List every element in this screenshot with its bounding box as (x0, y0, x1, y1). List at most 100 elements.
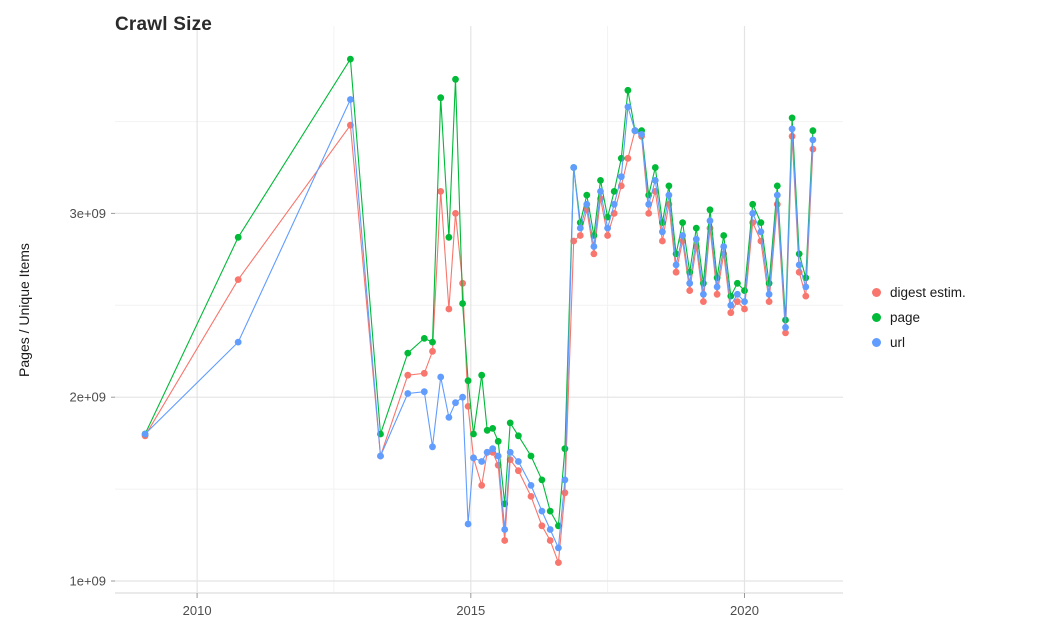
data-point-digest-estim (624, 154, 632, 162)
data-point-url (788, 125, 796, 133)
data-point-page (489, 425, 497, 432)
data-point-url (347, 96, 354, 103)
data-point-digest-estim (501, 537, 509, 544)
data-point-digest-estim (659, 237, 666, 245)
data-point-digest-estim (700, 298, 707, 305)
data-point-page (700, 279, 707, 287)
series-digest-estim-line (144, 123, 814, 563)
data-point-url (597, 188, 604, 195)
y-axis-label: Pages / Unique Items (16, 243, 32, 377)
legend-label-url: url (890, 335, 906, 350)
data-point-url (604, 224, 611, 232)
data-point-url (713, 283, 721, 291)
data-point-digest-estim (590, 250, 598, 258)
data-point-url (459, 393, 466, 401)
data-point-url (638, 131, 645, 138)
legend-label-digest-estim: digest estim. (890, 285, 966, 300)
data-point-url (583, 200, 591, 208)
data-point-page (452, 75, 459, 83)
data-point-url (546, 526, 554, 533)
data-point-digest-estim (561, 489, 569, 497)
data-point-url (692, 235, 700, 243)
data-point-page (809, 127, 817, 135)
data-point-url (686, 279, 694, 287)
data-point-digest-estim (576, 232, 584, 239)
x-tick-label: 2020 (730, 603, 759, 618)
data-point-page (515, 432, 522, 440)
data-point-page (445, 233, 453, 241)
data-point-digest-estim (686, 287, 694, 294)
data-point-url (555, 544, 562, 552)
data-point-page (788, 114, 796, 122)
data-point-digest-estim (420, 369, 428, 377)
series-digest-estim (141, 121, 817, 566)
data-point-page (506, 419, 514, 427)
data-point-url (429, 443, 436, 451)
data-point-page (459, 300, 466, 307)
data-point-page (706, 206, 714, 214)
legend-item-page: page (872, 309, 966, 326)
data-point-page (741, 287, 748, 294)
data-point-page (483, 426, 491, 434)
data-point-url (617, 173, 625, 181)
legend-key-digest-estim-icon (872, 288, 881, 297)
data-point-url (727, 301, 735, 309)
data-point-url (404, 390, 412, 397)
data-point-page (546, 507, 554, 515)
data-point-url (377, 452, 384, 460)
data-point-page (234, 233, 242, 241)
data-point-url (515, 458, 522, 465)
data-point-digest-estim (672, 268, 680, 276)
data-point-page (651, 164, 659, 171)
data-point-url (706, 217, 714, 225)
data-point-digest-estim (429, 347, 436, 355)
y-tick-label: 3e+09 (69, 206, 106, 221)
data-point-page (757, 219, 765, 227)
data-point-digest-estim (555, 559, 562, 566)
x-tick-label: 2015 (456, 603, 485, 618)
data-point-page (692, 224, 700, 232)
data-point-page (429, 338, 436, 346)
data-point-page (720, 232, 728, 239)
data-point-url (494, 452, 502, 460)
legend-item-url: url (872, 334, 966, 351)
data-point-url (538, 507, 546, 515)
data-point-url (470, 454, 477, 462)
data-point-url (527, 482, 535, 489)
data-point-page (478, 371, 486, 379)
data-point-url (795, 261, 803, 269)
data-point-page (773, 182, 781, 190)
data-point-url (483, 448, 491, 456)
data-point-url (757, 228, 765, 236)
data-point-url (561, 476, 569, 484)
data-point-digest-estim (802, 292, 810, 300)
data-point-url (802, 283, 810, 291)
data-point-url (631, 127, 639, 135)
data-point-page (464, 377, 472, 385)
data-point-digest-estim (741, 305, 748, 313)
legend-key-url-icon (872, 338, 881, 347)
y-tick-label: 2e+09 (69, 390, 106, 405)
series-url (141, 96, 817, 552)
data-point-digest-estim (234, 276, 242, 283)
data-point-digest-estim (437, 188, 445, 195)
data-point-page (765, 279, 773, 287)
legend-item-digest-estim: digest estim. (872, 284, 966, 301)
data-point-page (597, 177, 604, 184)
data-point-page (347, 55, 354, 63)
data-point-page (404, 349, 412, 357)
data-point-url (478, 458, 486, 465)
data-point-url (782, 324, 789, 331)
data-point-page (583, 191, 591, 199)
data-point-url (570, 164, 578, 171)
data-point-url (672, 261, 680, 269)
data-point-page (561, 445, 569, 453)
data-point-url (645, 200, 653, 208)
data-point-url (489, 445, 497, 453)
data-point-page (665, 182, 673, 190)
data-point-digest-estim (445, 305, 453, 313)
data-point-page (437, 94, 445, 102)
data-point-url (700, 290, 707, 298)
data-point-url (720, 243, 728, 250)
